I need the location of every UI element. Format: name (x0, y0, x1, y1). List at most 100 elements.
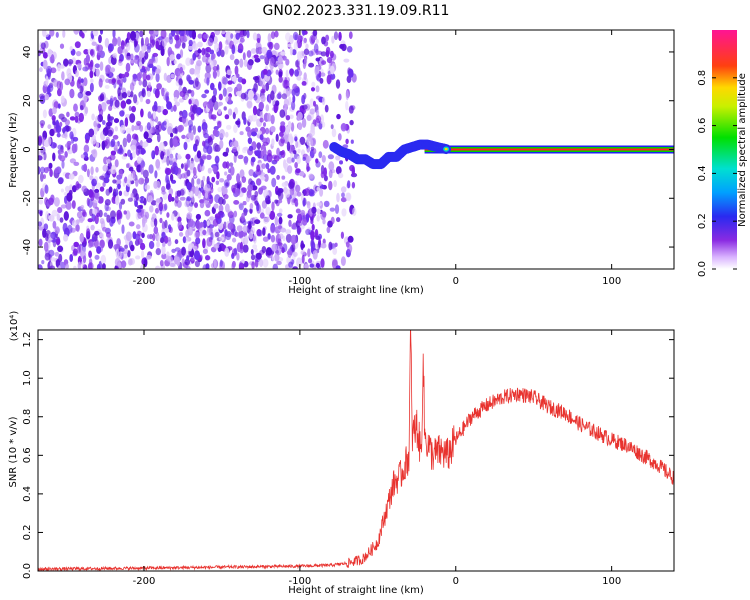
noise-speckle (139, 204, 144, 210)
noise-speckle (252, 235, 256, 242)
noise-speckle (146, 122, 151, 131)
noise-speckle (339, 44, 345, 49)
noise-speckle (270, 90, 275, 101)
noise-speckle (69, 131, 74, 140)
noise-speckle (195, 139, 199, 147)
noise-speckle (254, 248, 258, 253)
noise-speckle (165, 37, 170, 43)
noise-speckle (115, 188, 119, 197)
noise-speckle (238, 262, 245, 269)
noise-speckle (161, 245, 166, 255)
noise-speckle (245, 126, 251, 132)
noise-speckle (320, 114, 324, 124)
noise-speckle (218, 236, 225, 242)
noise-speckle (250, 254, 256, 261)
noise-speckle (150, 200, 157, 206)
noise-speckle (306, 162, 310, 173)
noise-speckle (186, 212, 193, 220)
noise-speckle (204, 128, 208, 135)
noise-speckle (251, 131, 257, 137)
noise-speckle (142, 79, 148, 88)
noise-speckle (136, 120, 142, 126)
y-tick-label: 1.2 (22, 332, 33, 348)
noise-speckle (338, 31, 342, 41)
noise-speckle (94, 188, 100, 193)
noise-speckle (191, 177, 195, 188)
noise-speckle (147, 195, 153, 203)
noise-speckle (63, 234, 69, 242)
noise-speckle (192, 42, 198, 51)
noise-speckle (263, 122, 266, 127)
noise-speckle (94, 191, 99, 199)
noise-speckle (241, 176, 247, 184)
noise-speckle (227, 108, 233, 116)
noise-speckle (252, 244, 258, 250)
noise-speckle (197, 125, 202, 133)
noise-speckle (214, 155, 220, 164)
noise-speckle (292, 251, 298, 257)
noise-speckle (60, 204, 67, 209)
noise-speckle (276, 175, 280, 180)
noise-speckle (188, 99, 192, 105)
noise-speckle (279, 131, 284, 137)
noise-speckle (281, 175, 286, 180)
noise-speckle (134, 200, 139, 208)
noise-speckle (246, 100, 253, 109)
noise-speckle (146, 90, 151, 98)
spectrogram-xlabel: Height of straight line (km) (288, 285, 424, 296)
noise-speckle (61, 71, 65, 81)
noise-speckle (254, 150, 261, 157)
noise-speckle (141, 57, 145, 64)
noise-speckle (155, 159, 161, 169)
noise-speckle (341, 208, 347, 217)
noise-speckle (50, 67, 57, 74)
noise-speckle (331, 35, 335, 44)
noise-speckle (143, 131, 149, 140)
noise-speckle (166, 156, 170, 167)
noise-speckle (57, 144, 63, 150)
noise-speckle (285, 58, 290, 66)
noise-speckle (50, 54, 55, 64)
noise-speckle (57, 177, 64, 184)
noise-speckle (75, 219, 80, 225)
noise-speckle (186, 35, 191, 41)
noise-speckle (92, 134, 96, 142)
x-tick-label: -100 (289, 576, 312, 587)
noise-speckle (45, 75, 49, 86)
noise-speckle (132, 231, 137, 240)
noise-speckle (122, 137, 128, 148)
noise-speckle (259, 117, 264, 123)
noise-speckle (47, 48, 53, 58)
noise-speckle (144, 184, 150, 190)
noise-speckle (38, 155, 43, 161)
noise-speckle (174, 34, 180, 41)
noise-speckle (315, 57, 321, 62)
noise-speckle (42, 59, 48, 70)
noise-speckle (270, 31, 276, 39)
noise-speckle (335, 265, 341, 269)
noise-speckle (181, 109, 188, 119)
noise-speckle (219, 128, 225, 139)
noise-speckle (65, 263, 69, 269)
noise-speckle (322, 218, 326, 225)
noise-speckle (85, 138, 89, 144)
noise-speckle (214, 194, 221, 204)
noise-speckle (271, 138, 275, 147)
noise-speckle (112, 179, 117, 184)
noise-speckle (187, 244, 193, 252)
noise-speckle (347, 243, 353, 254)
noise-speckle (323, 167, 328, 178)
noise-speckle (315, 38, 319, 44)
colorbar-ticks: 0.0 0.2 0.4 0.6 0.8 (697, 70, 737, 277)
noise-speckle (194, 69, 198, 76)
noise-speckle (237, 48, 243, 53)
noise-speckle (179, 90, 186, 97)
noise-speckle (80, 204, 85, 210)
noise-speckle (263, 173, 269, 182)
noise-speckle (247, 59, 254, 66)
noise-speckle (73, 103, 78, 112)
noise-speckle (105, 159, 111, 164)
noise-speckle (85, 54, 90, 64)
noise-speckle (109, 140, 115, 148)
